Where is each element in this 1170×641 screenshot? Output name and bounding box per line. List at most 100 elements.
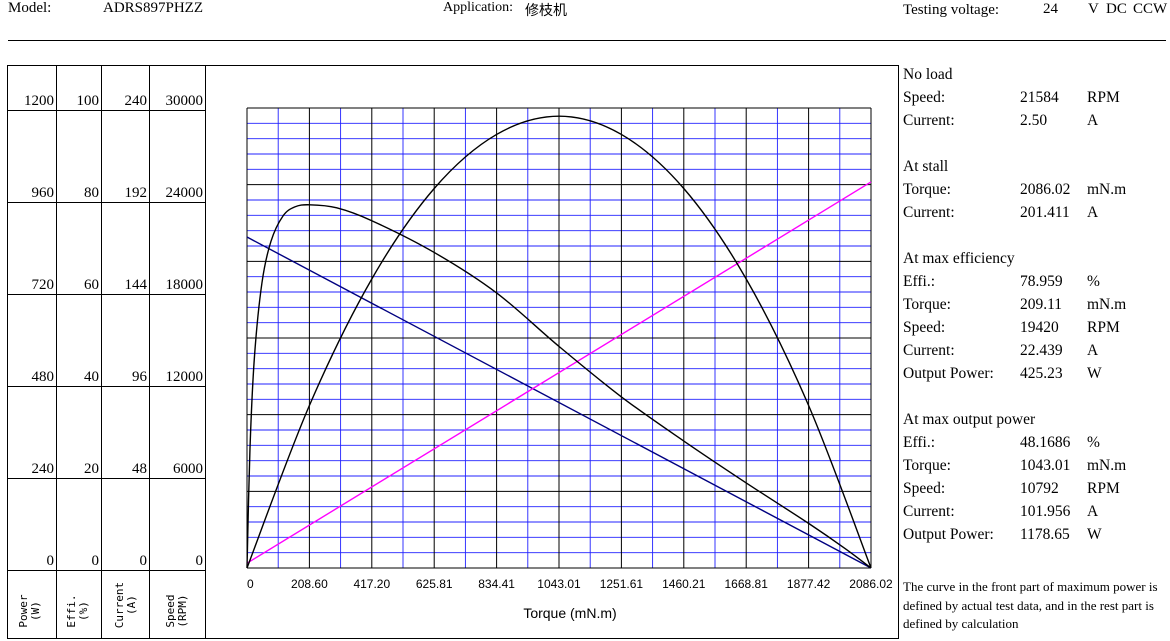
info-value: 78.959 [1020, 273, 1063, 290]
info-value: 22.439 [1020, 342, 1063, 359]
header: Model: ADRS897PHZZ Application: 修枝机 Test… [0, 0, 1170, 40]
chart-panel [7, 65, 899, 639]
info-label: Effi.: [903, 273, 935, 290]
x-tick-label: 1043.01 [537, 577, 581, 591]
max-efficiency-title: At max efficiency [903, 250, 1015, 267]
info-unit: RPM [1087, 480, 1120, 497]
max-power-title: At max output power [903, 411, 1036, 428]
current-tick: 96 [132, 369, 147, 385]
info-label: Output Power: [903, 365, 994, 382]
current-tick: 192 [124, 185, 148, 201]
model-value: ADRS897PHZZ [103, 0, 204, 16]
info-unit: RPM [1087, 319, 1120, 336]
x-tick-label: 1251.61 [600, 577, 644, 591]
info-value: 48.1686 [1020, 434, 1071, 451]
info-unit: A [1087, 204, 1099, 221]
x-axis-label: Torque (mN.m) [523, 605, 616, 621]
info-unit: mN.m [1087, 296, 1127, 313]
x-tick-label: 0 [247, 577, 254, 591]
power-curve [246, 115, 872, 569]
power-tick: 1200 [24, 93, 54, 109]
info-label: Speed: [903, 319, 946, 336]
efficiency-tick: 20 [84, 461, 99, 477]
efficiency-tick: 40 [84, 369, 99, 385]
info-unit: A [1087, 112, 1099, 129]
speed-tick: 24000 [165, 185, 204, 201]
footnote: The curve in the front part of maximum p… [903, 579, 1158, 631]
info-label: Output Power: [903, 526, 994, 543]
info-unit: A [1087, 503, 1099, 520]
application-label: Application: [443, 0, 513, 15]
voltage-value: 24 [1043, 1, 1058, 17]
info-unit: % [1087, 434, 1100, 451]
power-tick: 720 [31, 277, 55, 293]
no-load-title: No load [903, 66, 953, 83]
x-tick-label: 417.20 [353, 577, 390, 591]
info-label: Speed: [903, 480, 946, 497]
current-curve [246, 181, 872, 564]
scale-row-line [7, 294, 206, 295]
info-label: Torque: [903, 296, 951, 313]
scale-row-line [7, 478, 206, 479]
info-label: Torque: [903, 457, 951, 474]
speed-tick: 18000 [165, 277, 204, 293]
info-label: Current: [903, 204, 955, 221]
scale-table: 1200 960 720 480 240 0 100 80 60 40 20 0… [7, 65, 206, 639]
major-grid [246, 107, 872, 569]
info-unit: W [1087, 526, 1102, 543]
header-divider [8, 40, 1166, 41]
info-value: 101.956 [1020, 503, 1071, 520]
scale-divider [101, 65, 102, 639]
at-stall-title: At stall [903, 158, 949, 175]
info-label: Torque: [903, 181, 951, 198]
info-value: 2086.02 [1020, 181, 1071, 198]
current-tick: 144 [124, 277, 148, 293]
speed-curve [246, 236, 872, 569]
info-unit: % [1087, 273, 1100, 290]
info-value: 2.50 [1020, 112, 1048, 129]
application-value: 修枝机 [525, 4, 567, 19]
info-unit: W [1087, 365, 1102, 382]
speed-tick: 0 [195, 553, 204, 569]
current-type: DC [1106, 1, 1127, 17]
x-tick-label: 1668.81 [725, 577, 769, 591]
info-value: 10792 [1020, 480, 1059, 497]
info-unit: A [1087, 342, 1099, 359]
power-tick: 480 [31, 369, 55, 385]
info-unit: RPM [1087, 89, 1120, 106]
info-label: Current: [903, 112, 955, 129]
scale-divider [149, 65, 150, 639]
x-tick-label: 208.60 [291, 577, 328, 591]
scale-divider [56, 65, 57, 639]
scale-row-line [7, 110, 206, 111]
x-tick-label: 1460.21 [662, 577, 706, 591]
speed-tick: 6000 [173, 461, 203, 477]
voltage-unit: V [1088, 1, 1099, 17]
scale-row-line [7, 202, 206, 203]
power-tick: 0 [46, 553, 55, 569]
power-tick: 240 [31, 461, 55, 477]
current-tick: 240 [124, 93, 148, 109]
x-tick-label: 1877.42 [787, 577, 831, 591]
efficiency-tick: 100 [76, 93, 100, 109]
x-tick-labels: 0 208.60 417.20 625.81 834.41 1043.01 1251.61 1… [247, 577, 893, 591]
info-value: 19420 [1020, 319, 1059, 336]
info-value: 21584 [1020, 89, 1059, 106]
info-label: Current: [903, 503, 955, 520]
scale-row-line [7, 570, 206, 571]
info-label: Effi.: [903, 434, 935, 451]
series-group [246, 115, 872, 569]
info-value: 201.411 [1020, 204, 1070, 221]
info-unit: mN.m [1087, 457, 1127, 474]
efficiency-curve [246, 204, 872, 569]
power-tick: 960 [31, 185, 55, 201]
info-value: 1043.01 [1020, 457, 1071, 474]
x-tick-label: 625.81 [416, 577, 453, 591]
x-tick-label: 834.41 [478, 577, 515, 591]
info-label: Current: [903, 342, 955, 359]
rotation-direction: CCW [1133, 1, 1168, 17]
speed-tick: 30000 [165, 93, 204, 109]
speed-tick: 12000 [165, 369, 204, 385]
info-label: Speed: [903, 89, 946, 106]
